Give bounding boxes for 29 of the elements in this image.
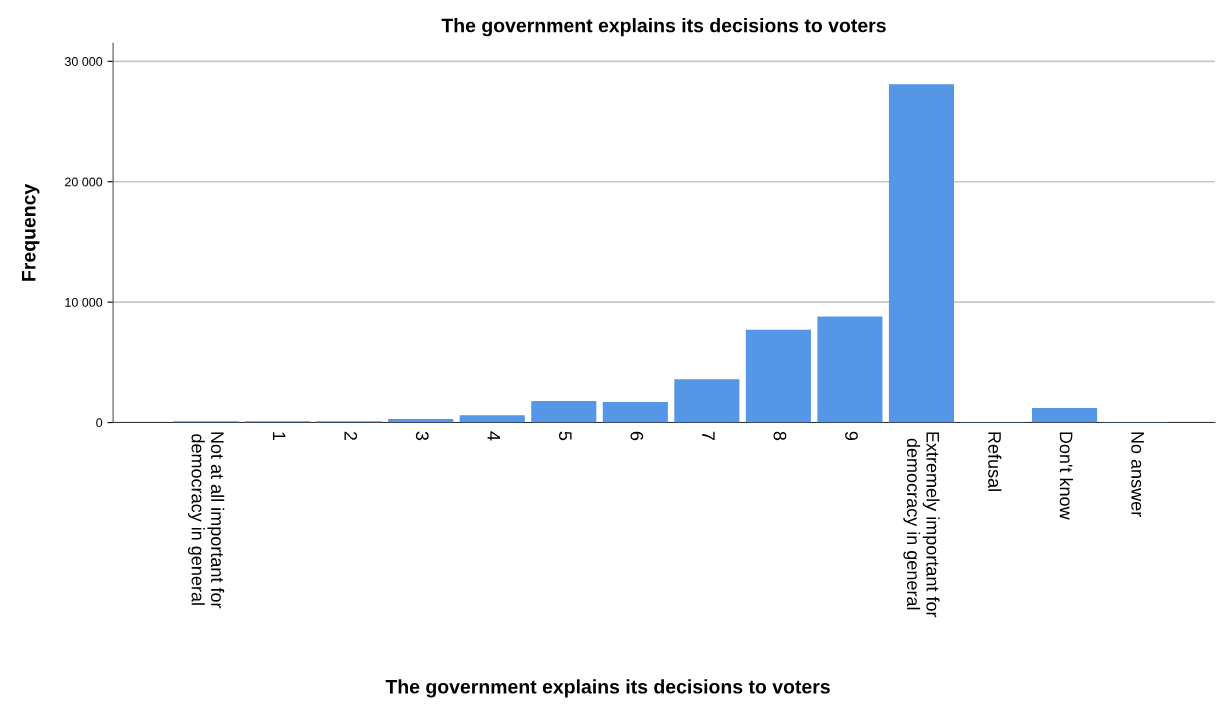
bar <box>817 316 883 423</box>
y-tick-label: 30 000 <box>64 57 103 66</box>
y-tick-label: 10 000 <box>65 297 103 307</box>
x-tick-label: 6 <box>630 431 644 441</box>
y-tick-label: 20 000 <box>65 177 103 187</box>
x-tick-label: 8 <box>773 431 787 441</box>
y-axis-title: Frequency <box>22 183 40 281</box>
x-tick-label: 9 <box>845 431 858 441</box>
bar <box>674 379 740 423</box>
x-tick-label: No answer <box>1131 432 1144 517</box>
bar <box>459 415 525 423</box>
x-tick-label: 3 <box>415 431 429 441</box>
x-tick-label: 4 <box>487 431 500 441</box>
chart-title: The government explains its decisions to voters <box>441 18 886 37</box>
x-tick-label: 1 <box>272 432 286 441</box>
y-tick-label: 0 <box>96 418 103 428</box>
x-tick-label: Don't know <box>1059 432 1073 520</box>
bar <box>745 329 811 423</box>
bar <box>602 402 668 423</box>
x-tick-label: 7 <box>702 431 715 441</box>
x-tick-label: 2 <box>344 431 358 441</box>
x-tick-label: Not at all important for democracy in general <box>187 432 225 609</box>
bar <box>1032 408 1098 423</box>
bar <box>531 400 597 423</box>
x-axis-title: The government explains its decisions to voters <box>385 679 830 698</box>
x-tick-label: Refusal <box>988 432 1002 491</box>
x-tick-label: 5 <box>558 431 572 441</box>
x-tick-label: Extremely important for democracy in general <box>903 432 940 618</box>
bar <box>888 84 955 423</box>
